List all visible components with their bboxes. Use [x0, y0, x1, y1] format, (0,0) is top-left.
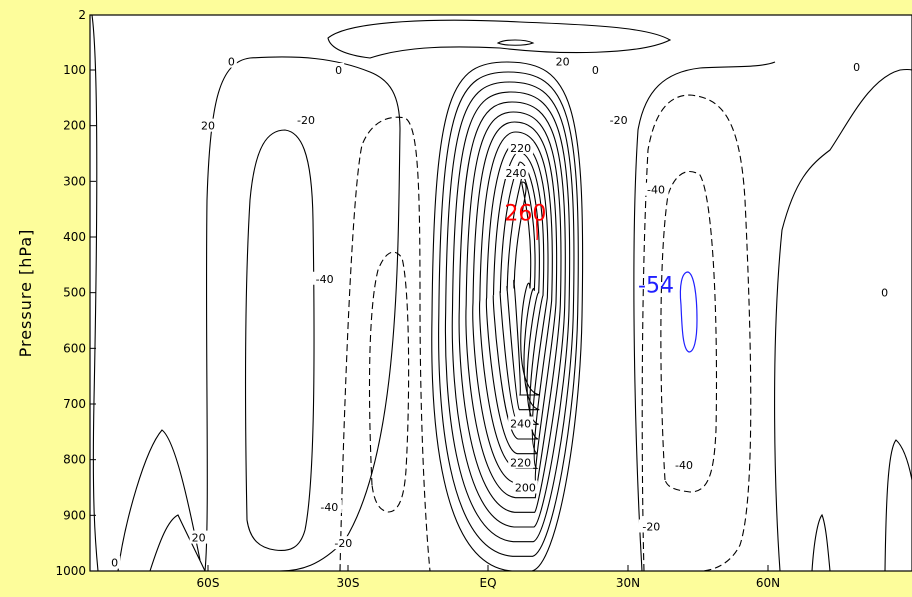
contour-label: 0 [881, 287, 888, 300]
contour-label-bg [643, 182, 669, 196]
contour-equatorial-cell [431, 61, 584, 572]
contour-label-bg [312, 271, 338, 285]
contour-label-bg [851, 60, 863, 74]
contour-label: -40 [647, 184, 665, 197]
contour-label-bg [512, 480, 538, 494]
contour-equatorial-2 [444, 81, 575, 543]
contour-nh-min [679, 271, 698, 353]
contour-label-bg [333, 63, 345, 76]
contour-nh-neg40 [660, 171, 718, 493]
contour-equatorial-3 [451, 91, 571, 528]
contour-equatorial-0 [431, 61, 584, 572]
contour-label-bg [553, 54, 572, 68]
contour-label: 220 [510, 142, 531, 155]
contour-label: 200 [515, 482, 536, 495]
contour-equatorial-6 [472, 121, 558, 484]
y-tick-label: 600 [63, 341, 86, 355]
contour-zero-left-edge [91, 14, 99, 572]
contour-label: 0 [111, 557, 118, 570]
contour-equatorial-12 [513, 181, 541, 396]
y-axis-label: Pressure [hPa] [16, 229, 35, 358]
contour-equatorial-4 [458, 101, 566, 513]
contour-equatorial-1 [438, 71, 579, 557]
contour-label-bg [199, 118, 217, 132]
contour-nh-neg20 [641, 94, 752, 572]
y-tick-label: 500 [63, 286, 86, 300]
contour-label-bg [879, 285, 891, 299]
extreme-labels: 260 -54 [504, 201, 674, 298]
contour-label: 20 [192, 532, 206, 545]
contour-label-bg [508, 140, 534, 154]
x-tick-label: 60S [197, 576, 220, 590]
y-tick-label: 900 [63, 508, 86, 522]
contour-label-bg [225, 54, 237, 68]
contour-label: 0 [335, 64, 342, 77]
contour-label: -40 [675, 459, 693, 472]
extreme-min-label: -54 [638, 274, 674, 299]
contour-zero-left-bottom-2 [149, 514, 206, 572]
x-tick-label: 30N [616, 576, 640, 590]
contour-label-bg [638, 519, 664, 533]
contour-zero-nh-small [811, 513, 831, 572]
x-tick-label: 60N [756, 576, 780, 590]
contour-label-bg [508, 455, 534, 469]
y-tick-label: 2 [78, 8, 86, 22]
contour-lines [91, 14, 912, 572]
x-axis: 60S 30S EQ 30N 60N [197, 565, 780, 590]
contour-label: 20 [556, 56, 570, 69]
contour-label: 220 [510, 456, 531, 469]
contour-equatorial-5 [465, 111, 562, 499]
y-tick-label: 400 [63, 230, 86, 244]
y-tick-label: 800 [63, 453, 86, 467]
contour-zero-nh-right [884, 439, 912, 572]
y-tick-label: 700 [63, 397, 86, 411]
contour-equatorial-7 [479, 131, 553, 469]
contour-sh-20-outer [204, 56, 401, 572]
contour-labels: 0 0 0 0 0 0 20 20 20 -20 -20 -20 -20 -40 -40 -40 -40 240 2… [109, 54, 891, 570]
contour-equatorial-10 [499, 161, 540, 425]
contour-label: 240 [510, 417, 531, 430]
contour-zero-nh-outer [774, 69, 912, 572]
contour-label: -20 [642, 520, 660, 533]
contour-label: 0 [853, 61, 860, 74]
contour-max-line [536, 217, 538, 241]
x-tick-label: 30S [337, 576, 360, 590]
y-tick-label: 1000 [55, 564, 86, 578]
x-tick-label: EQ [479, 576, 496, 590]
contour-label: 0 [228, 56, 235, 69]
contour-label-bg [671, 458, 697, 472]
contour-label-bg [606, 113, 632, 127]
contour-zero-top [327, 19, 672, 59]
contour-label-bg [109, 555, 121, 569]
contour-label: 240 [506, 167, 527, 180]
extreme-max-label: 260 [504, 201, 546, 226]
contour-sh-neg40 [368, 251, 410, 513]
y-tick-label: 100 [63, 63, 86, 77]
plot-area: 0 0 0 0 0 0 20 20 20 -20 -20 -20 -20 -40 -40 -40 -40 240 2… [89, 14, 912, 572]
contour-label-bg [316, 499, 342, 513]
contour-label-bg [189, 530, 208, 544]
y-tick-label: 300 [63, 174, 86, 188]
contour-sh-20-inner [244, 129, 315, 552]
contour-label-bg [293, 113, 319, 127]
contour-sh-neg20 [339, 116, 431, 572]
y-tick-label: 200 [63, 119, 86, 133]
contour-label-bg [589, 63, 601, 76]
contour-label: 0 [592, 64, 599, 77]
contour-label: -40 [316, 273, 334, 286]
contour-zero-nh-mid [633, 61, 776, 572]
contour-label: -40 [320, 501, 338, 514]
contour-label-bg [508, 416, 534, 430]
contour-label: 20 [201, 120, 215, 133]
contour-zero-left-bottom [117, 429, 201, 572]
plot-background [90, 15, 912, 571]
contour-label: -20 [297, 114, 315, 127]
contour-label: -20 [334, 537, 352, 550]
y-axis: 2 100 200 300 400 500 600 700 800 900 1000 [55, 8, 96, 578]
contour-zero-top-small [496, 39, 535, 46]
contour-label-bg [503, 165, 529, 179]
contour-label-bg [330, 536, 356, 550]
contour-label: -20 [610, 114, 628, 127]
